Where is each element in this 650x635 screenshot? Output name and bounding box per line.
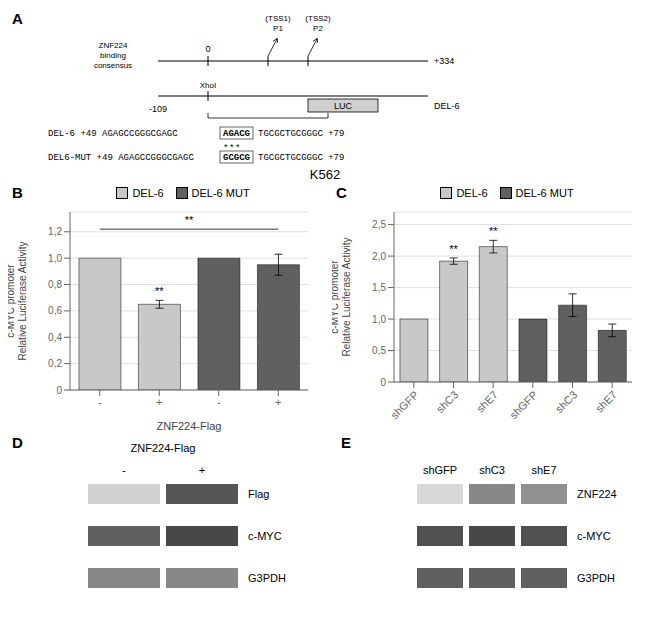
html-text:DEL-6: DEL-6 bbox=[456, 187, 488, 199]
svg-text:ZNF224-Flag: ZNF224-Flag bbox=[157, 420, 222, 432]
svg-text:D: D bbox=[12, 434, 23, 451]
html-text:C: C bbox=[336, 184, 347, 201]
svg-text:shGFP: shGFP bbox=[423, 464, 457, 476]
svg-text:XhoI: XhoI bbox=[200, 81, 216, 90]
svg-text:DEL6-MUT +49 AGAGCCGGGCGAGC: DEL6-MUT +49 AGAGCCGGGCGAGC bbox=[48, 153, 194, 163]
svg-text:shGFP: shGFP bbox=[507, 388, 540, 421]
svg-text:+: + bbox=[156, 396, 162, 408]
svg-text:G3PDH: G3PDH bbox=[248, 572, 286, 584]
svg-text:(TSS2)P2: (TSS2)P2 bbox=[305, 14, 331, 33]
svg-text:Flag: Flag bbox=[248, 488, 269, 500]
svg-text:**: ** bbox=[449, 243, 458, 255]
svg-text:1,5: 1,5 bbox=[372, 282, 386, 293]
svg-text:TGCGCTGCGGGC +79: TGCGCTGCGGGC +79 bbox=[258, 153, 344, 163]
svg-text:LUC: LUC bbox=[334, 101, 353, 111]
svg-text:(TSS1)P1: (TSS1)P1 bbox=[265, 14, 291, 33]
svg-text:-: - bbox=[122, 464, 126, 476]
svg-text:AGACG: AGACG bbox=[223, 129, 250, 139]
html-text:DEL-6: DEL-6 bbox=[132, 187, 164, 199]
svg-text:shGFP: shGFP bbox=[388, 388, 421, 421]
html-text:DEL-6 MUT: DEL-6 MUT bbox=[515, 187, 574, 199]
svg-text:ZNF224-Flag: ZNF224-Flag bbox=[131, 442, 196, 454]
svg-text:E: E bbox=[341, 434, 351, 451]
svg-text:1,0: 1,0 bbox=[372, 314, 386, 325]
svg-text:A: A bbox=[12, 10, 23, 27]
svg-text:shC3: shC3 bbox=[479, 464, 505, 476]
svg-text:0,6: 0,6 bbox=[48, 305, 62, 316]
svg-text:-: - bbox=[217, 396, 221, 408]
svg-text:0,2: 0,2 bbox=[48, 358, 62, 369]
svg-text:2,5: 2,5 bbox=[372, 219, 386, 230]
svg-text:+: + bbox=[199, 464, 205, 476]
svg-text:0,4: 0,4 bbox=[48, 332, 62, 343]
svg-text:2,0: 2,0 bbox=[372, 251, 386, 262]
svg-text:0: 0 bbox=[380, 377, 386, 388]
svg-text:1,2: 1,2 bbox=[48, 226, 62, 237]
svg-text:c-MYC promoterRelative Lucifer: c-MYC promoterRelative Luciferase Activi… bbox=[8, 242, 28, 361]
svg-text:+: + bbox=[275, 396, 281, 408]
svg-text:shE7: shE7 bbox=[474, 388, 500, 414]
svg-text:shE7: shE7 bbox=[531, 464, 556, 476]
svg-text:0,8: 0,8 bbox=[48, 279, 62, 290]
svg-text:c-MYC: c-MYC bbox=[577, 530, 611, 542]
svg-text:GCGCG: GCGCG bbox=[223, 153, 250, 163]
svg-text:+334: +334 bbox=[434, 56, 454, 66]
svg-text:DEL-6 +49 AGAGCCGGGCGAGC: DEL-6 +49 AGAGCCGGGCGAGC bbox=[48, 129, 178, 139]
svg-text:-109: -109 bbox=[149, 104, 167, 114]
svg-text:-: - bbox=[98, 396, 102, 408]
svg-text:ZNF224bindingconsensus: ZNF224bindingconsensus bbox=[94, 41, 132, 70]
svg-text:ZNF224: ZNF224 bbox=[577, 488, 617, 500]
svg-text:shC3: shC3 bbox=[434, 388, 461, 415]
svg-text:1,0: 1,0 bbox=[48, 253, 62, 264]
svg-text:**: ** bbox=[185, 214, 194, 226]
svg-text:TGCGCTGCGGGC +79: TGCGCTGCGGGC +79 bbox=[258, 129, 344, 139]
html-text:DEL-6 MUT: DEL-6 MUT bbox=[191, 187, 250, 199]
svg-text:G3PDH: G3PDH bbox=[577, 572, 615, 584]
svg-text:DEL-6: DEL-6 bbox=[434, 101, 460, 111]
svg-text:* * *: * * * bbox=[224, 142, 240, 152]
svg-text:**: ** bbox=[489, 225, 498, 237]
html-text:K562: K562 bbox=[309, 167, 341, 182]
svg-text:0: 0 bbox=[56, 385, 62, 396]
html-text:B: B bbox=[12, 184, 23, 201]
svg-text:**: ** bbox=[155, 285, 164, 297]
svg-text:c-MYC promoterRelative Lucifer: c-MYC promoterRelative Luciferase Activi… bbox=[332, 238, 352, 357]
svg-text:shC3: shC3 bbox=[553, 388, 580, 415]
svg-text:c-MYC: c-MYC bbox=[248, 530, 282, 542]
svg-text:shE7: shE7 bbox=[593, 388, 619, 414]
svg-text:0,5: 0,5 bbox=[372, 345, 386, 356]
svg-text:0: 0 bbox=[205, 44, 210, 54]
